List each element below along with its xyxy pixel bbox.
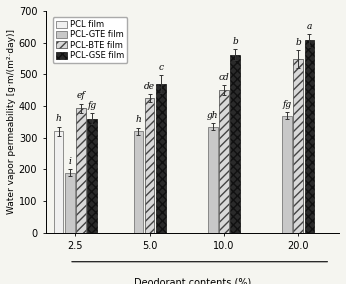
Text: fg: fg	[88, 101, 97, 110]
Bar	[282, 116, 292, 233]
Bar	[230, 55, 240, 233]
Text: fg: fg	[282, 100, 292, 108]
Text: h: h	[136, 116, 141, 124]
Bar	[145, 98, 154, 233]
Bar	[76, 108, 86, 233]
Text: de: de	[144, 82, 155, 91]
Legend: PCL film, PCL-GTE film, PCL-BTE film, PCL-GSE film: PCL film, PCL-GTE film, PCL-BTE film, PC…	[53, 17, 127, 63]
Bar	[134, 131, 143, 233]
Bar	[304, 40, 314, 233]
Text: i: i	[68, 157, 71, 166]
Text: Deodorant contents (%): Deodorant contents (%)	[134, 277, 251, 284]
Text: h: h	[56, 114, 62, 124]
Text: b: b	[232, 37, 238, 46]
Text: gh: gh	[207, 111, 218, 120]
Y-axis label: Water vapor permeability [g·m/(m²·day)]: Water vapor permeability [g·m/(m²·day)]	[7, 30, 16, 214]
Text: c: c	[158, 63, 163, 72]
Text: cd: cd	[219, 73, 229, 82]
Bar	[293, 59, 303, 233]
Bar	[208, 127, 218, 233]
Bar	[54, 131, 63, 233]
Bar	[156, 84, 165, 233]
Text: a: a	[307, 22, 312, 31]
Text: ef: ef	[76, 91, 85, 100]
Text: b: b	[295, 38, 301, 47]
Bar	[65, 173, 74, 233]
Bar	[87, 119, 97, 233]
Bar	[219, 90, 229, 233]
